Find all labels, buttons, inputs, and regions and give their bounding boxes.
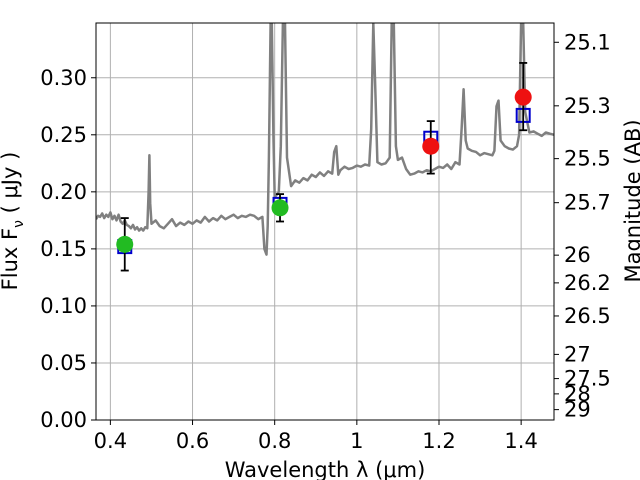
y2-tick-label: 28 [564, 382, 591, 406]
y-tick-label: 0.15 [40, 237, 87, 261]
x-tick-label: 0.8 [258, 429, 291, 453]
y-axis: 0.00 0.05 0.10 0.15 0.20 0.25 0.30 [40, 66, 96, 432]
grid [96, 23, 554, 421]
y-tick-label: 0.00 [40, 408, 87, 432]
plot-area [96, 23, 554, 256]
y2-tick-label: 27 [564, 342, 591, 366]
x-tick-label: 1.2 [422, 429, 455, 453]
plot-frame [95, 22, 555, 421]
y2-tick-label: 25.5 [564, 147, 611, 171]
markers [116, 62, 532, 272]
observed-point [271, 199, 289, 217]
y-tick-label: 0.30 [40, 66, 87, 90]
observed-point [116, 235, 134, 253]
y2-tick-label: 27.5 [564, 367, 611, 391]
observed-point [422, 137, 440, 155]
y2-tick-label: 25.7 [564, 191, 611, 215]
y-axis-label-sub: ν [11, 220, 27, 228]
spectrum-line [96, 23, 554, 256]
y-axis-label-unit: ( μJy ) [0, 152, 22, 220]
y-axis-label: Flux Fν ( μJy ) [0, 152, 27, 291]
y2-tick-label: 26 [564, 243, 591, 267]
y2-tick-label: 25.1 [564, 30, 611, 54]
x-tick-label: 0.6 [176, 429, 209, 453]
y2-tick-label: 26.5 [564, 304, 611, 328]
observed-point [514, 88, 532, 106]
y-tick-label: 0.10 [40, 294, 87, 318]
y2-tick-label: 29 [564, 398, 591, 422]
y2-axis-label: Magnitude (AB) [621, 119, 640, 282]
y2-tick-label: 25.3 [564, 94, 611, 118]
x-tick-label: 0.4 [94, 429, 127, 453]
x-tick-label: 1 [350, 429, 363, 453]
y-tick-label: 0.20 [40, 180, 87, 204]
y2-tick-label: 26.2 [564, 271, 611, 295]
x-axis: 0.4 0.6 0.8 1 1.2 1.4 [94, 420, 538, 453]
y-tick-label: 0.25 [40, 123, 87, 147]
y-tick-label: 0.05 [40, 351, 87, 375]
x-axis-label: Wavelength λ (μm) [225, 458, 426, 480]
x-tick-label: 1.4 [504, 429, 537, 453]
y-axis-label-main: Flux F [0, 228, 22, 290]
